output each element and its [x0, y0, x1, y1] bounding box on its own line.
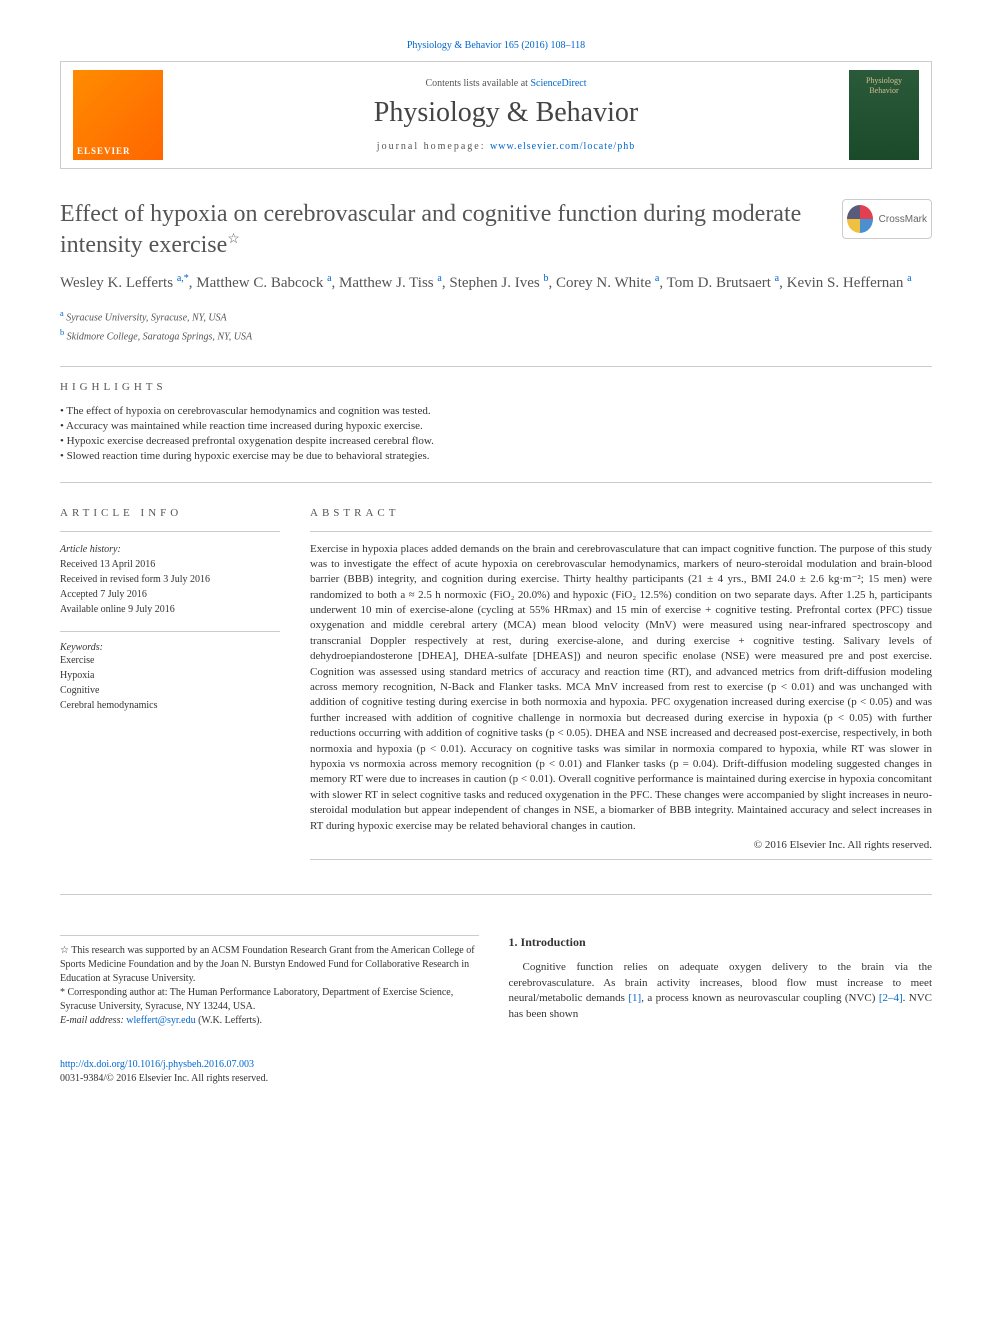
history-label: Article history:	[60, 542, 280, 557]
affiliation-sup: a	[60, 309, 64, 318]
title-footnote-star: ☆	[227, 232, 240, 247]
elsevier-logo: ELSEVIER	[73, 70, 163, 160]
author: , Matthew J. Tiss	[332, 275, 438, 291]
keyword: Cerebral hemodynamics	[60, 698, 280, 713]
footer-columns: ☆ This research was supported by an ACSM…	[60, 935, 932, 1028]
corresponding-footnote: * Corresponding author at: The Human Per…	[60, 986, 479, 1014]
ref-link-2[interactable]: [2–4]	[879, 992, 903, 1004]
doi-link[interactable]: http://dx.doi.org/10.1016/j.physbeh.2016…	[60, 1059, 254, 1070]
author-affiliation-sup[interactable]: a	[907, 273, 911, 284]
elsevier-logo-text: ELSEVIER	[77, 146, 131, 156]
doi-block: http://dx.doi.org/10.1016/j.physbeh.2016…	[60, 1058, 932, 1086]
funding-footnote: ☆ This research was supported by an ACSM…	[60, 944, 479, 986]
article-info-heading: ARTICLE INFO	[60, 507, 280, 519]
author: , Corey N. White	[549, 275, 655, 291]
divider	[310, 531, 932, 532]
intro-span2: , a process known as neurovascular coupl…	[641, 992, 879, 1004]
article-title: Effect of hypoxia on cerebrovascular and…	[60, 199, 822, 261]
ref-link-1[interactable]: [1]	[628, 992, 641, 1004]
history-line: Available online 9 July 2016	[60, 602, 280, 617]
citation-header: Physiology & Behavior 165 (2016) 108–118	[60, 40, 932, 51]
journal-name: Physiology & Behavior	[183, 97, 829, 129]
author-affiliation-sup[interactable]: a,*	[177, 273, 189, 284]
copyright-line: © 2016 Elsevier Inc. All rights reserved…	[310, 838, 932, 853]
author: , Kevin S. Heffernan	[779, 275, 907, 291]
author: Wesley K. Lefferts	[60, 275, 177, 291]
history-line: Received in revised form 3 July 2016	[60, 572, 280, 587]
keyword: Exercise	[60, 653, 280, 668]
affiliations: a Syracuse University, Syracuse, NY, USA…	[60, 307, 932, 346]
keyword: Cognitive	[60, 683, 280, 698]
introduction-column: 1. Introduction Cognitive function relie…	[509, 935, 932, 1028]
author: , Matthew C. Babcock	[189, 275, 327, 291]
contents-prefix: Contents lists available at	[425, 78, 530, 89]
highlights-heading: HIGHLIGHTS	[60, 381, 932, 393]
affiliation-line: b Skidmore College, Saratoga Springs, NY…	[60, 326, 932, 345]
title-text: Effect of hypoxia on cerebrovascular and…	[60, 201, 801, 258]
crossmark-label: CrossMark	[879, 214, 927, 225]
history-line: Accepted 7 July 2016	[60, 587, 280, 602]
email-label: E-mail address:	[60, 1015, 126, 1026]
keywords-label: Keywords:	[60, 642, 280, 653]
divider	[60, 482, 932, 483]
divider	[60, 631, 280, 632]
header-center: Contents lists available at ScienceDirec…	[163, 78, 849, 152]
highlight-item: • The effect of hypoxia on cerebrovascul…	[60, 405, 932, 417]
highlight-item: • Hypoxic exercise decreased prefrontal …	[60, 435, 932, 447]
homepage-line: journal homepage: www.elsevier.com/locat…	[183, 141, 829, 152]
divider	[60, 531, 280, 532]
issn-copyright: 0031-9384/© 2016 Elsevier Inc. All right…	[60, 1073, 268, 1084]
history-line: Received 13 April 2016	[60, 557, 280, 572]
crossmark-badge[interactable]: CrossMark	[842, 199, 932, 239]
email-suffix: (W.K. Lefferts).	[196, 1015, 262, 1026]
cover-title-line1: Physiology	[866, 76, 902, 86]
keywords-list: ExerciseHypoxiaCognitiveCerebral hemodyn…	[60, 653, 280, 713]
affiliation-line: a Syracuse University, Syracuse, NY, USA	[60, 307, 932, 326]
affiliation-sup: b	[60, 328, 64, 337]
authors-line: Wesley K. Lefferts a,*, Matthew C. Babco…	[60, 271, 932, 295]
article-info-column: ARTICLE INFO Article history: Received 1…	[60, 497, 280, 871]
footnotes: ☆ This research was supported by an ACSM…	[60, 935, 479, 1028]
keyword: Hypoxia	[60, 668, 280, 683]
article-history: Article history: Received 13 April 2016R…	[60, 542, 280, 617]
crossmark-icon	[847, 205, 873, 233]
author: , Stephen J. Ives	[442, 275, 544, 291]
divider	[60, 894, 932, 895]
abstract-text: Exercise in hypoxia places added demands…	[310, 542, 932, 854]
introduction-heading: 1. Introduction	[509, 935, 932, 950]
citation-link[interactable]: Physiology & Behavior 165 (2016) 108–118	[407, 40, 585, 51]
author: , Tom D. Brutsaert	[659, 275, 774, 291]
divider	[310, 859, 932, 860]
info-abstract-row: ARTICLE INFO Article history: Received 1…	[60, 497, 932, 871]
journal-header-box: ELSEVIER Contents lists available at Sci…	[60, 61, 932, 169]
highlight-item: • Slowed reaction time during hypoxic ex…	[60, 450, 932, 462]
homepage-link[interactable]: www.elsevier.com/locate/phb	[490, 141, 635, 152]
abstract-heading: ABSTRACT	[310, 507, 932, 519]
journal-cover-thumbnail: Physiology Behavior	[849, 70, 919, 160]
contents-line: Contents lists available at ScienceDirec…	[183, 78, 829, 89]
abstract-body: Exercise in hypoxia places added demands…	[310, 543, 932, 832]
divider	[60, 366, 932, 367]
title-row: Effect of hypoxia on cerebrovascular and…	[60, 199, 932, 261]
email-footnote: E-mail address: wleffert@syr.edu (W.K. L…	[60, 1014, 479, 1028]
highlight-item: • Accuracy was maintained while reaction…	[60, 420, 932, 432]
email-link[interactable]: wleffert@syr.edu	[126, 1015, 195, 1026]
cover-title-line2: Behavior	[869, 86, 898, 96]
abstract-column: ABSTRACT Exercise in hypoxia places adde…	[310, 497, 932, 871]
highlights-list: • The effect of hypoxia on cerebrovascul…	[60, 405, 932, 462]
introduction-text: Cognitive function relies on adequate ox…	[509, 960, 932, 1022]
homepage-prefix: journal homepage:	[377, 141, 490, 152]
sciencedirect-link[interactable]: ScienceDirect	[530, 78, 586, 89]
